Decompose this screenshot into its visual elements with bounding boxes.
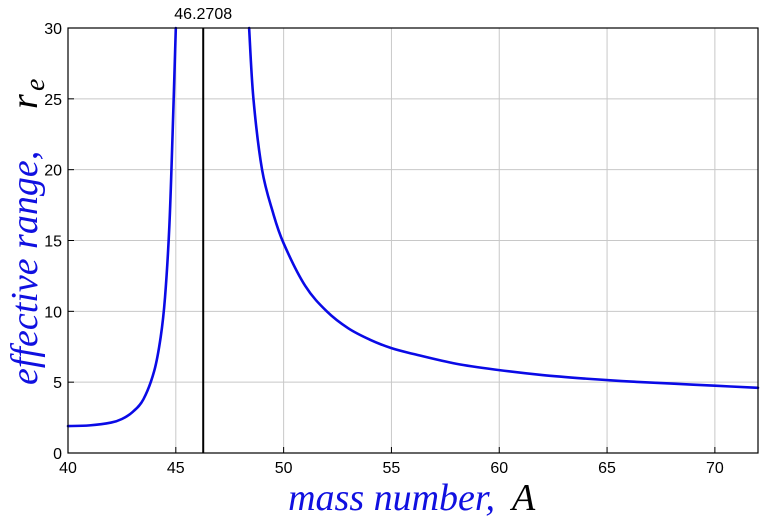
series-line-branch-1 (66, 26, 178, 428)
tick-layer: 40 45 50 55 60 65 70 0 5 10 15 20 25 30 (44, 21, 724, 477)
x-tick-label: 60 (490, 460, 508, 477)
y-tick-label: 5 (53, 375, 62, 392)
y-axis-variable-subscript: e (20, 79, 51, 91)
y-tick-label: 30 (44, 21, 62, 38)
y-tick-label: 20 (44, 163, 62, 180)
y-axis-variable: r (4, 94, 46, 109)
x-tick-label: 40 (59, 460, 77, 477)
x-axis-title: mass number, (288, 477, 495, 519)
y-tick-label: 10 (44, 304, 62, 321)
x-tick-label: 70 (706, 460, 724, 477)
series-layer (66, 26, 760, 428)
x-tick-label: 50 (275, 460, 293, 477)
y-tick-label: 25 (44, 92, 62, 109)
x-axis-variable: A (509, 477, 536, 519)
y-axis-title-group: effective range, r e (4, 79, 51, 385)
y-tick-label: 15 (44, 234, 62, 251)
y-axis-title: effective range, (4, 151, 46, 385)
x-tick-label: 65 (598, 460, 616, 477)
series-line-branch-2 (247, 26, 760, 390)
x-tick-label: 55 (383, 460, 401, 477)
y-tick-label: 0 (53, 446, 62, 463)
x-tick-label: 45 (167, 460, 185, 477)
annotation-label: 46.2708 (174, 6, 232, 23)
